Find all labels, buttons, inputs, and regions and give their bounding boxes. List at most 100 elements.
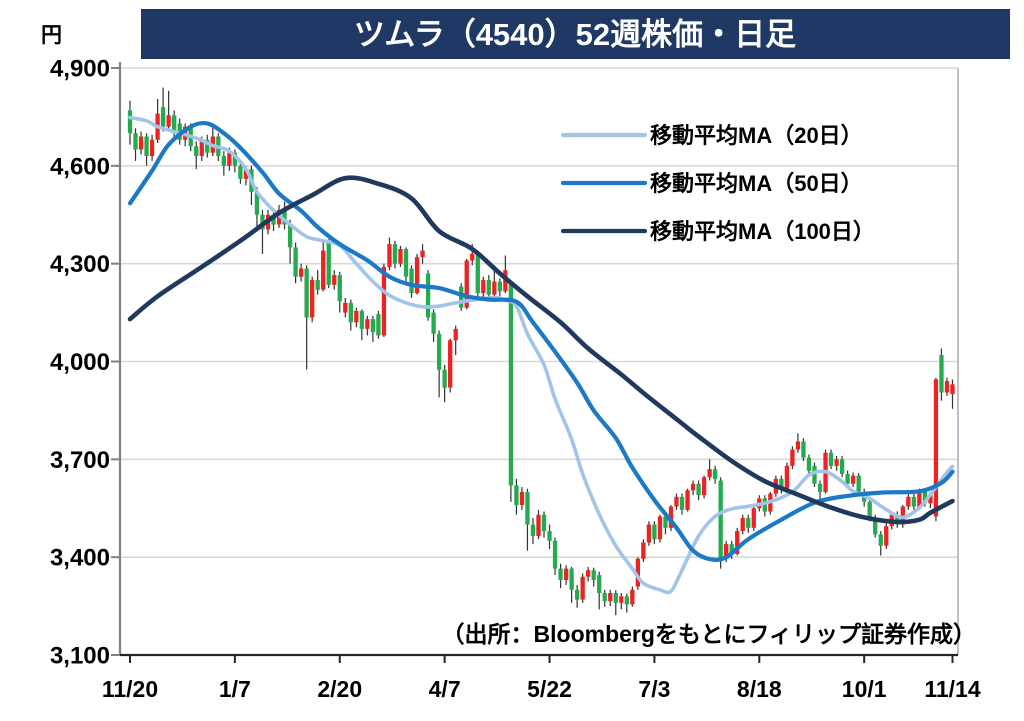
candle-up	[453, 328, 458, 341]
candle-up	[630, 589, 635, 605]
candle-down	[624, 596, 629, 605]
legend-label: 移動平均MA（20日）	[650, 123, 863, 148]
candle-up	[343, 302, 348, 313]
candle-down	[425, 273, 431, 318]
candle-up	[657, 516, 663, 540]
x-tick-label: 11/14	[924, 676, 980, 702]
candle-up	[166, 115, 171, 127]
candle-down	[293, 247, 298, 277]
candle-down	[337, 275, 342, 302]
candle-up	[735, 531, 740, 554]
candle-down	[514, 485, 519, 505]
candle-down	[696, 483, 701, 496]
candle-up	[933, 379, 939, 517]
candle-down	[718, 480, 723, 559]
candle-down	[558, 568, 563, 580]
candle-down	[806, 457, 812, 471]
candle-down	[817, 483, 823, 492]
x-tick-label: 10/1	[842, 676, 887, 702]
candle-down	[359, 310, 364, 329]
candle-up	[635, 558, 641, 587]
candle-down	[271, 214, 276, 225]
candle-down	[172, 115, 177, 134]
y-tick-label: 3,400	[50, 545, 110, 572]
candle-up	[420, 250, 425, 258]
candle-down	[911, 496, 917, 507]
x-tick-label: 8/18	[737, 676, 782, 702]
candle-down	[729, 544, 734, 554]
candle-down	[541, 514, 547, 532]
axes	[111, 62, 959, 663]
candle-down	[591, 570, 596, 580]
candle-down	[194, 146, 199, 157]
candle-up	[586, 570, 591, 577]
candle-up	[563, 568, 569, 580]
candle-up	[950, 384, 955, 395]
candlestick-series	[127, 87, 955, 616]
candle-down	[574, 589, 580, 600]
candle-down	[508, 283, 514, 486]
candle-up	[580, 576, 585, 600]
candle-down	[801, 441, 806, 458]
candle-up	[707, 469, 712, 478]
candle-down	[712, 469, 718, 479]
moving-average-lines	[127, 115, 955, 595]
candle-down	[376, 314, 381, 336]
candle-up	[321, 250, 326, 290]
candle-up	[387, 244, 392, 267]
gridlines	[120, 67, 958, 558]
candle-down	[221, 156, 226, 166]
candle-up	[332, 275, 337, 285]
candle-up	[850, 475, 856, 484]
candle-up	[784, 465, 790, 489]
x-tick-label: 4/7	[429, 676, 461, 702]
candle-up	[365, 319, 370, 329]
candle-up	[310, 279, 315, 318]
candle-up	[790, 449, 795, 466]
y-tick-label: 4,300	[50, 251, 110, 278]
candle-down	[287, 224, 293, 248]
candle-up	[298, 268, 304, 277]
y-axis-labels: 4,900 4,600 4,300 4,000 3,700 3,400 3,100	[50, 56, 110, 670]
candle-down	[370, 319, 376, 333]
candle-up	[646, 524, 652, 543]
candle-up	[906, 496, 911, 507]
legend-item-ma100: 移動平均MA（100日）	[560, 219, 875, 244]
candle-up	[884, 526, 889, 546]
candle-down	[409, 268, 414, 294]
candle-down	[315, 279, 320, 290]
candle-up	[414, 257, 420, 294]
legend-label: 移動平均MA（100日）	[650, 219, 875, 244]
candle-down	[127, 110, 133, 134]
y-tick-label: 4,600	[50, 153, 110, 180]
candle-down	[652, 524, 657, 540]
candle-down	[839, 459, 845, 475]
y-tick-label: 4,000	[50, 349, 110, 376]
legend: 移動平均MA（20日） 移動平均MA（50日） 移動平均MA（100日）	[560, 123, 875, 244]
candle-up	[227, 152, 232, 166]
candle-up	[928, 495, 933, 504]
x-tick-label: 1/7	[219, 676, 251, 702]
candle-down	[326, 242, 331, 285]
ma100-line	[127, 175, 955, 525]
candle-down	[856, 475, 861, 492]
candle-down	[547, 531, 552, 541]
candle-up	[199, 139, 204, 157]
candle-down	[486, 279, 491, 295]
candle-down	[431, 312, 436, 334]
candle-up	[724, 544, 729, 559]
y-tick-label: 4,900	[50, 56, 110, 83]
candle-down	[525, 491, 530, 525]
candle-down	[459, 286, 464, 308]
candle-down	[282, 209, 287, 225]
candle-down	[779, 478, 784, 489]
title-banner: ツムラ（4540）52週株価・日足	[141, 9, 1010, 59]
candle-down	[922, 491, 928, 504]
candle-up	[834, 459, 839, 466]
y-tick-label: 3,700	[50, 447, 110, 474]
candle-up	[674, 496, 679, 507]
x-axis-labels: 11/20 1/7 2/20 4/7 5/22 7/3 8/18 10/1 11/14	[102, 676, 981, 702]
y-tick-label: 3,100	[50, 643, 110, 670]
candle-down	[392, 244, 398, 264]
